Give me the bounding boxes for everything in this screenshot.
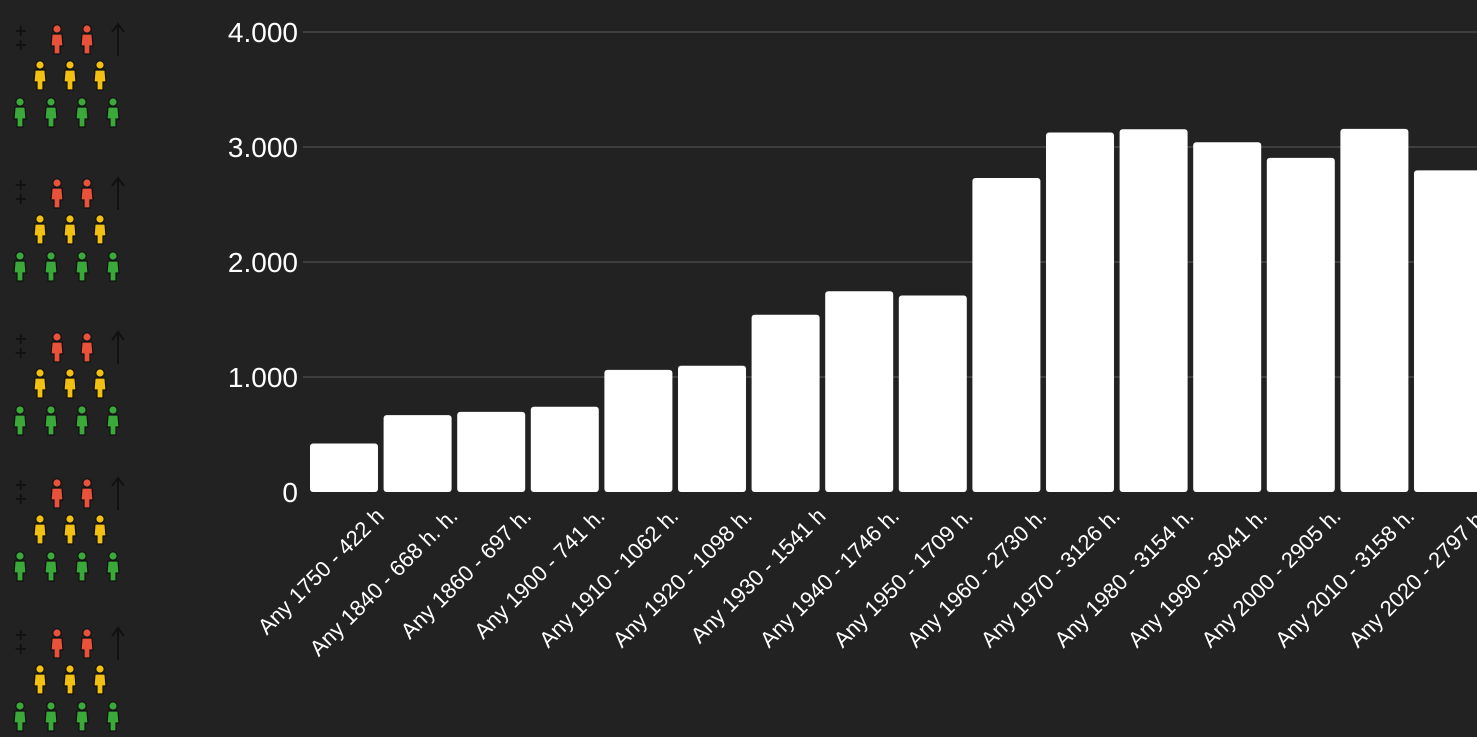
bar[interactable] (1340, 128, 1409, 492)
x-tick-label: Any 1920 - 1098 h. (608, 503, 757, 652)
bar[interactable] (1193, 142, 1262, 492)
bar[interactable] (1119, 129, 1188, 493)
population-pyramid-icon: + + (8, 172, 132, 284)
x-tick-label: Any 1940 - 1746 h. (755, 503, 904, 652)
svg-text:+: + (14, 21, 27, 40)
x-tick-label: Any 1900 - 741 h. (469, 503, 609, 643)
bars (310, 128, 1477, 493)
bar[interactable] (457, 411, 526, 492)
x-tick-label: Any 1970 - 3126 h. (976, 503, 1125, 652)
x-tick-label: Any 1950 - 1709 h. (829, 503, 978, 652)
bar[interactable] (604, 369, 673, 492)
x-tick-label: Any 1910 - 1062 h. (534, 503, 683, 652)
svg-text:+: + (14, 639, 27, 658)
x-tick-label: Any 1750 - 422 h (253, 503, 389, 639)
population-pyramid-icon: + + (8, 622, 132, 734)
bar[interactable] (383, 415, 452, 492)
svg-text:+: + (14, 625, 27, 644)
icon-sidebar: + + + + + + + + + + (0, 0, 140, 737)
bar[interactable] (678, 365, 746, 492)
x-tick-label: Any 1960 - 2730 h. (902, 503, 1051, 652)
svg-text:+: + (14, 189, 27, 208)
y-axis-ticks: 0 1.000 2.000 3.000 4.000 (228, 17, 298, 508)
x-tick-label: Any 2000 - 2905 h. (1197, 503, 1346, 652)
bar[interactable] (1266, 157, 1335, 493)
bar[interactable] (825, 291, 894, 492)
x-tick-label: Any 1990 - 3041 h. (1123, 503, 1272, 652)
x-tick-label: Any 2010 - 3158 h. (1270, 503, 1419, 652)
svg-text:+: + (14, 475, 27, 494)
bar[interactable] (310, 443, 378, 492)
svg-text:+: + (14, 329, 27, 348)
bar[interactable] (1414, 170, 1477, 492)
y-tick-label: 3.000 (228, 132, 298, 163)
x-tick-label: Any 1980 - 3154 h. (1049, 503, 1198, 652)
bar[interactable] (1046, 132, 1114, 492)
x-tick-label: Any 1930 - 1541 h (686, 503, 831, 648)
y-tick-label: 2.000 (228, 247, 298, 278)
bar[interactable] (530, 406, 599, 492)
y-tick-label: 1.000 (228, 362, 298, 393)
population-pyramid-icon: + + (8, 326, 132, 438)
svg-text:+: + (14, 343, 27, 362)
bar[interactable] (972, 178, 1041, 493)
svg-text:+: + (14, 489, 27, 508)
svg-text:+: + (14, 35, 27, 54)
x-tick-label: Any 1860 - 697 h. (396, 503, 536, 643)
y-tick-label: 4.000 (228, 17, 298, 48)
population-pyramid-icon: + + (8, 18, 132, 130)
bar[interactable] (898, 295, 967, 492)
population-pyramid-icon: + + (8, 472, 132, 584)
y-tick-label: 0 (282, 477, 298, 508)
svg-text:+: + (14, 175, 27, 194)
bar[interactable] (751, 314, 820, 492)
